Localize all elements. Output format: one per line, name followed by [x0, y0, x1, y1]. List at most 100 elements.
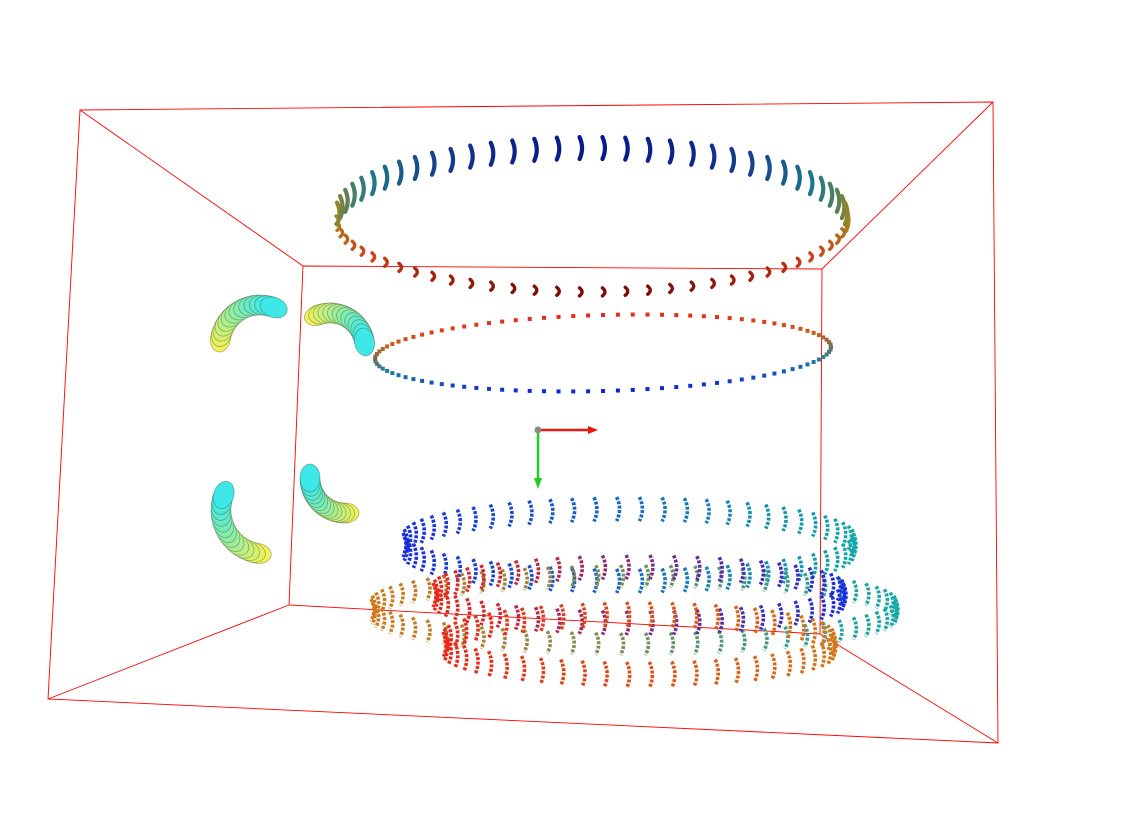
coil-segment [533, 606, 541, 633]
coil-segment [443, 572, 451, 599]
coil-segment [842, 200, 850, 227]
coil-segment [850, 528, 857, 555]
ring-dot [805, 362, 810, 367]
coil-segment [793, 564, 800, 590]
ring-dot [688, 313, 693, 318]
coil-segment [429, 150, 437, 177]
coil-segment [370, 251, 377, 263]
elbow-piece[interactable] [208, 293, 290, 353]
coil-segment [462, 644, 469, 673]
coil-segment [864, 582, 871, 607]
ring-dot [798, 364, 803, 369]
coil-segment [811, 552, 818, 579]
coil-segment [522, 629, 529, 653]
ring-dot [824, 352, 829, 357]
ring-dot [828, 347, 833, 352]
coil-segment [826, 624, 833, 652]
coil-segment [436, 588, 444, 615]
coil-segment [624, 610, 631, 636]
coil-segment [733, 657, 741, 685]
coil-segment [370, 594, 377, 619]
coil-segment [453, 594, 460, 621]
ring-dot [701, 314, 706, 319]
ring-dot [630, 387, 635, 392]
coil-segment [795, 256, 802, 269]
coil-segment [682, 567, 690, 593]
ring-dot [828, 342, 833, 347]
coil-segment [704, 565, 711, 592]
middle-dotted-ring[interactable] [373, 312, 833, 394]
coil-segment [459, 623, 467, 648]
coil-segment [459, 572, 467, 597]
coil-segment [738, 557, 746, 584]
coil-segment [689, 140, 696, 167]
coil-segment [740, 629, 747, 653]
coil-segment [713, 658, 721, 687]
coil-segment [359, 245, 366, 257]
elbow-piece[interactable] [298, 463, 360, 525]
coil-segment [799, 647, 806, 676]
ring-dot [373, 354, 378, 359]
coil-layer [431, 554, 848, 636]
lower-torus-structure[interactable] [369, 496, 900, 689]
ring-dot [527, 316, 532, 321]
coil-segment [717, 630, 724, 654]
coil-segment [468, 277, 475, 290]
ring-dot [377, 364, 382, 369]
coil-segment [359, 175, 366, 202]
coil-segment [527, 564, 534, 591]
ring-dot [645, 387, 650, 392]
elbow-slice [353, 327, 376, 357]
ring-dot [385, 344, 390, 349]
coil-segment [441, 574, 449, 599]
coil-segment [818, 175, 826, 202]
coil-segment [797, 508, 804, 535]
coil-segment [510, 138, 517, 165]
coil-segment [770, 609, 777, 637]
coil-segment [692, 602, 699, 631]
coil-segment [624, 554, 631, 580]
coil-segment [380, 588, 387, 613]
ring-dot [811, 330, 816, 335]
elbow-piece[interactable] [209, 478, 273, 565]
coil-segment [495, 561, 503, 588]
coil-segment [793, 600, 800, 626]
ring-dot [390, 342, 395, 347]
coil-segment [383, 256, 389, 269]
coil-segment [892, 594, 899, 619]
coil-segment [764, 503, 771, 530]
coil-segment [823, 549, 830, 576]
coil-segment [473, 614, 480, 643]
ring-dot [390, 371, 395, 376]
coil-segment [495, 602, 503, 629]
elbow-slice [212, 480, 235, 509]
ring-dot [827, 350, 832, 355]
ring-dot [380, 346, 385, 351]
coil-segment [577, 286, 584, 298]
coil-segment [455, 508, 463, 535]
ring-dot [429, 380, 434, 385]
coil-segment [397, 261, 404, 274]
coil-segment [522, 567, 529, 591]
coil-segment [380, 607, 387, 632]
coil-segment [338, 227, 345, 239]
upper-coil-ring[interactable] [334, 134, 851, 298]
coil-segment [689, 280, 696, 292]
coil-segment [538, 605, 546, 633]
ring-dot [715, 315, 719, 320]
coil-segment [430, 270, 437, 282]
coil-segment [462, 617, 469, 646]
coil-segment [758, 604, 766, 631]
coil-segment [519, 607, 527, 635]
coil-segment [425, 577, 432, 601]
coil-segment [343, 233, 350, 245]
coil-segment [819, 245, 825, 257]
coil-segment [398, 613, 405, 638]
elbow-piece[interactable] [301, 301, 377, 358]
corner-elbow-pieces[interactable] [208, 293, 377, 566]
ring-dot [571, 314, 576, 319]
coil-segment [807, 169, 815, 197]
coil-segment [810, 644, 818, 673]
